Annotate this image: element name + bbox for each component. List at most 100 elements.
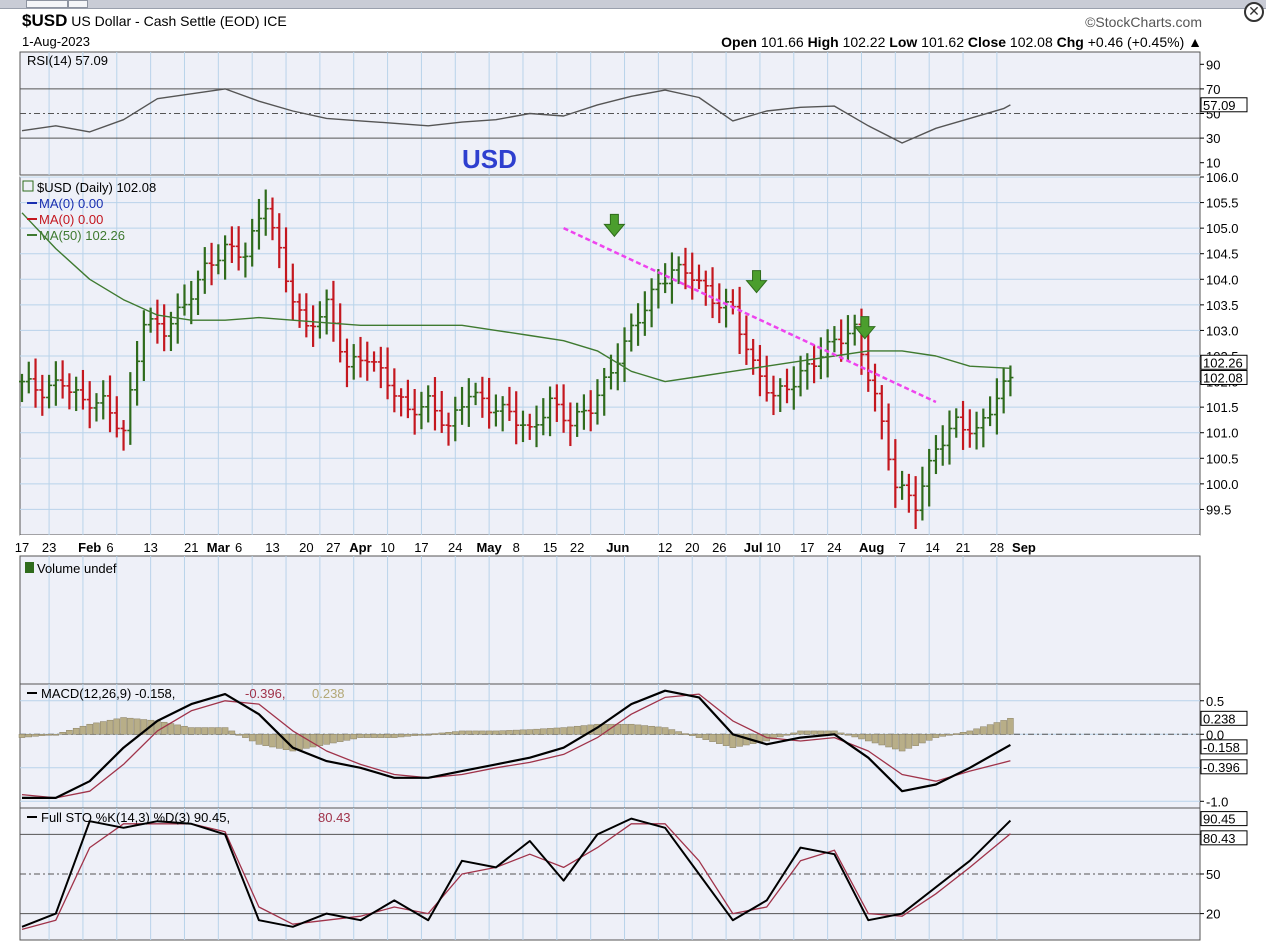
price-legend: MA(0) 0.00: [39, 212, 103, 227]
price-last-value-box: [1200, 369, 1248, 385]
macd-histogram-bar: [993, 722, 1001, 735]
macd-histogram-bar: [573, 725, 581, 735]
macd-histogram-bar: [499, 730, 506, 735]
x-tick-label: 6: [106, 540, 113, 555]
instrument-name: US Dollar - Cash Settle (EOD): [71, 13, 260, 29]
macd-histogram-bar: [580, 725, 588, 735]
bar-chart-icon: [22, 180, 34, 192]
price-axis-tick-label: 104.5: [1206, 247, 1239, 262]
macd-histogram-bar: [655, 726, 662, 735]
macd-histogram-bar: [1007, 718, 1014, 735]
macd-histogram-bar: [506, 730, 513, 735]
macd-histogram-bar: [661, 727, 669, 735]
sto-legend: Full STO %K(14,3) %D(3) 90.45,: [41, 810, 230, 825]
x-axis-band: [20, 535, 1200, 556]
price-last-value: 102.08: [1203, 370, 1243, 385]
open-label: Open: [721, 34, 757, 50]
close-icon[interactable]: ✕: [1244, 2, 1264, 22]
macd-histogram-bar: [776, 734, 784, 738]
x-tick-label: 24: [827, 540, 841, 555]
x-tick-label: 10: [766, 540, 780, 555]
macd-histogram-bar: [628, 723, 635, 735]
rsi-axis-tick-label: 90: [1206, 57, 1220, 72]
price-axis-tick-label: 106.0: [1206, 170, 1239, 185]
macd-histogram-bar: [898, 734, 906, 752]
close-value: 102.08: [1009, 34, 1053, 50]
chg-up-icon: ▲: [1188, 34, 1202, 50]
macd-histogram-bar: [702, 734, 710, 740]
macd-histogram-bar: [39, 734, 46, 736]
rsi-axis-tick-label: 70: [1206, 82, 1220, 97]
x-tick-label: 17: [15, 540, 29, 555]
macd-histogram-bar: [289, 734, 297, 752]
macd-histogram-bar: [18, 734, 26, 738]
sto-d-value: 80.43: [1203, 831, 1236, 846]
macd-histogram-bar: [837, 732, 845, 735]
sto-k-value-box: [1200, 811, 1248, 827]
symbol: $USD: [22, 11, 68, 30]
rsi-axis-tick-label: 10: [1206, 156, 1220, 171]
price-axis-tick-label: 99.5: [1206, 502, 1231, 517]
toolbar-tab[interactable]: [68, 0, 88, 8]
toolbar-tab[interactable]: [26, 0, 68, 8]
macd-histogram-bar: [621, 723, 628, 735]
macd-histogram-bar: [479, 730, 486, 735]
x-tick-label: 12: [658, 540, 672, 555]
volume-icon: [25, 562, 34, 573]
macd-histogram-bar: [919, 734, 926, 744]
macd-histogram-bar: [472, 730, 479, 735]
macd-histogram-bar: [783, 734, 791, 736]
macd-histogram-bar: [255, 734, 263, 745]
macd-histogram-bar: [357, 734, 364, 738]
price-axis-tick-label: 100.0: [1206, 477, 1239, 492]
macd-histogram-bar: [797, 730, 804, 735]
macd-histogram-bar: [106, 719, 114, 735]
macd-histogram-bar: [330, 734, 337, 744]
macd-histogram-bar: [323, 734, 330, 745]
macd-histogram-bar: [66, 729, 73, 735]
macd-histogram-bar: [431, 733, 439, 735]
macd-histogram-bar: [546, 728, 554, 735]
macd-histogram-bar: [52, 734, 60, 736]
rsi-legend: RSI(14) 57.09: [27, 53, 108, 68]
macd-signal-value: -0.396: [1203, 760, 1240, 775]
price-axis-tick-label: 101.5: [1206, 400, 1239, 415]
macd-histogram-bar: [695, 734, 703, 738]
macd-histogram-bar: [208, 727, 215, 735]
x-tick-label: 22: [570, 540, 584, 555]
rsi-last-value-box: [1200, 97, 1248, 113]
macd-histogram-bar: [411, 734, 418, 736]
macd-histogram-bar: [648, 725, 655, 735]
macd-histogram-bar: [248, 734, 256, 742]
sto-k-value: 90.45: [1203, 812, 1236, 827]
macd-line: [22, 689, 1011, 800]
x-tick-label: Aug: [859, 540, 884, 555]
macd-histogram-bar: [729, 734, 737, 748]
macd-histogram-bar: [688, 734, 696, 736]
macd-histogram-bar: [600, 723, 608, 735]
x-tick-label: 21: [184, 540, 198, 555]
price-axis-tick-label: 100.5: [1206, 451, 1239, 466]
macd-histogram-bar: [127, 717, 134, 735]
brand[interactable]: ©StockCharts.com: [1085, 14, 1202, 30]
macd-histogram-bar: [526, 729, 533, 735]
macd-histogram-bar: [25, 734, 33, 738]
price-legend: MA(50) 102.26: [39, 228, 125, 243]
macd-histogram-bar: [865, 734, 872, 742]
macd-histogram-bar: [912, 734, 919, 746]
x-tick-label: Apr: [349, 540, 371, 555]
macd-histogram-bar: [770, 734, 777, 740]
rsi-line: [21, 88, 1011, 144]
high-label: High: [807, 34, 839, 50]
macd-histogram-bar: [188, 727, 195, 735]
sto-axis-tick-label: 50: [1206, 867, 1220, 882]
ma50-last-value-box: [1200, 354, 1248, 370]
macd-histogram-bar: [181, 725, 188, 735]
macd-histogram-bar: [519, 729, 527, 735]
x-tick-label: 21: [956, 540, 970, 555]
high-value: 102.22: [842, 34, 886, 50]
x-tick-label: Jun: [606, 540, 629, 555]
exchange: ICE: [263, 13, 287, 29]
window-top-bar: [0, 0, 1266, 9]
